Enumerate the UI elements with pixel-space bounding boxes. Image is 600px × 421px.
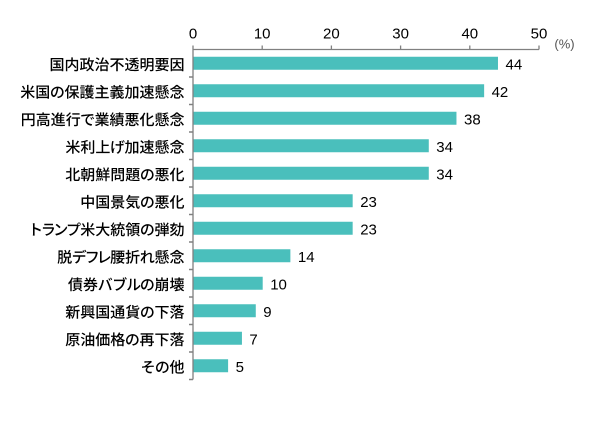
svg-text:38: 38 — [464, 111, 481, 128]
svg-text:7: 7 — [249, 331, 257, 348]
svg-text:34: 34 — [436, 166, 453, 183]
svg-text:10: 10 — [254, 25, 271, 42]
svg-text:9: 9 — [263, 304, 271, 321]
svg-text:(%): (%) — [554, 36, 574, 51]
svg-text:5: 5 — [236, 359, 244, 376]
svg-text:44: 44 — [506, 56, 523, 73]
svg-text:14: 14 — [298, 249, 315, 266]
svg-text:0: 0 — [189, 25, 197, 42]
svg-text:34: 34 — [436, 139, 453, 156]
svg-text:23: 23 — [360, 221, 377, 238]
svg-text:20: 20 — [323, 25, 340, 42]
svg-text:50: 50 — [531, 25, 548, 42]
svg-text:40: 40 — [461, 25, 478, 42]
svg-text:23: 23 — [360, 194, 377, 211]
svg-text:10: 10 — [270, 276, 287, 293]
svg-text:42: 42 — [492, 84, 509, 101]
svg-text:30: 30 — [392, 25, 409, 42]
